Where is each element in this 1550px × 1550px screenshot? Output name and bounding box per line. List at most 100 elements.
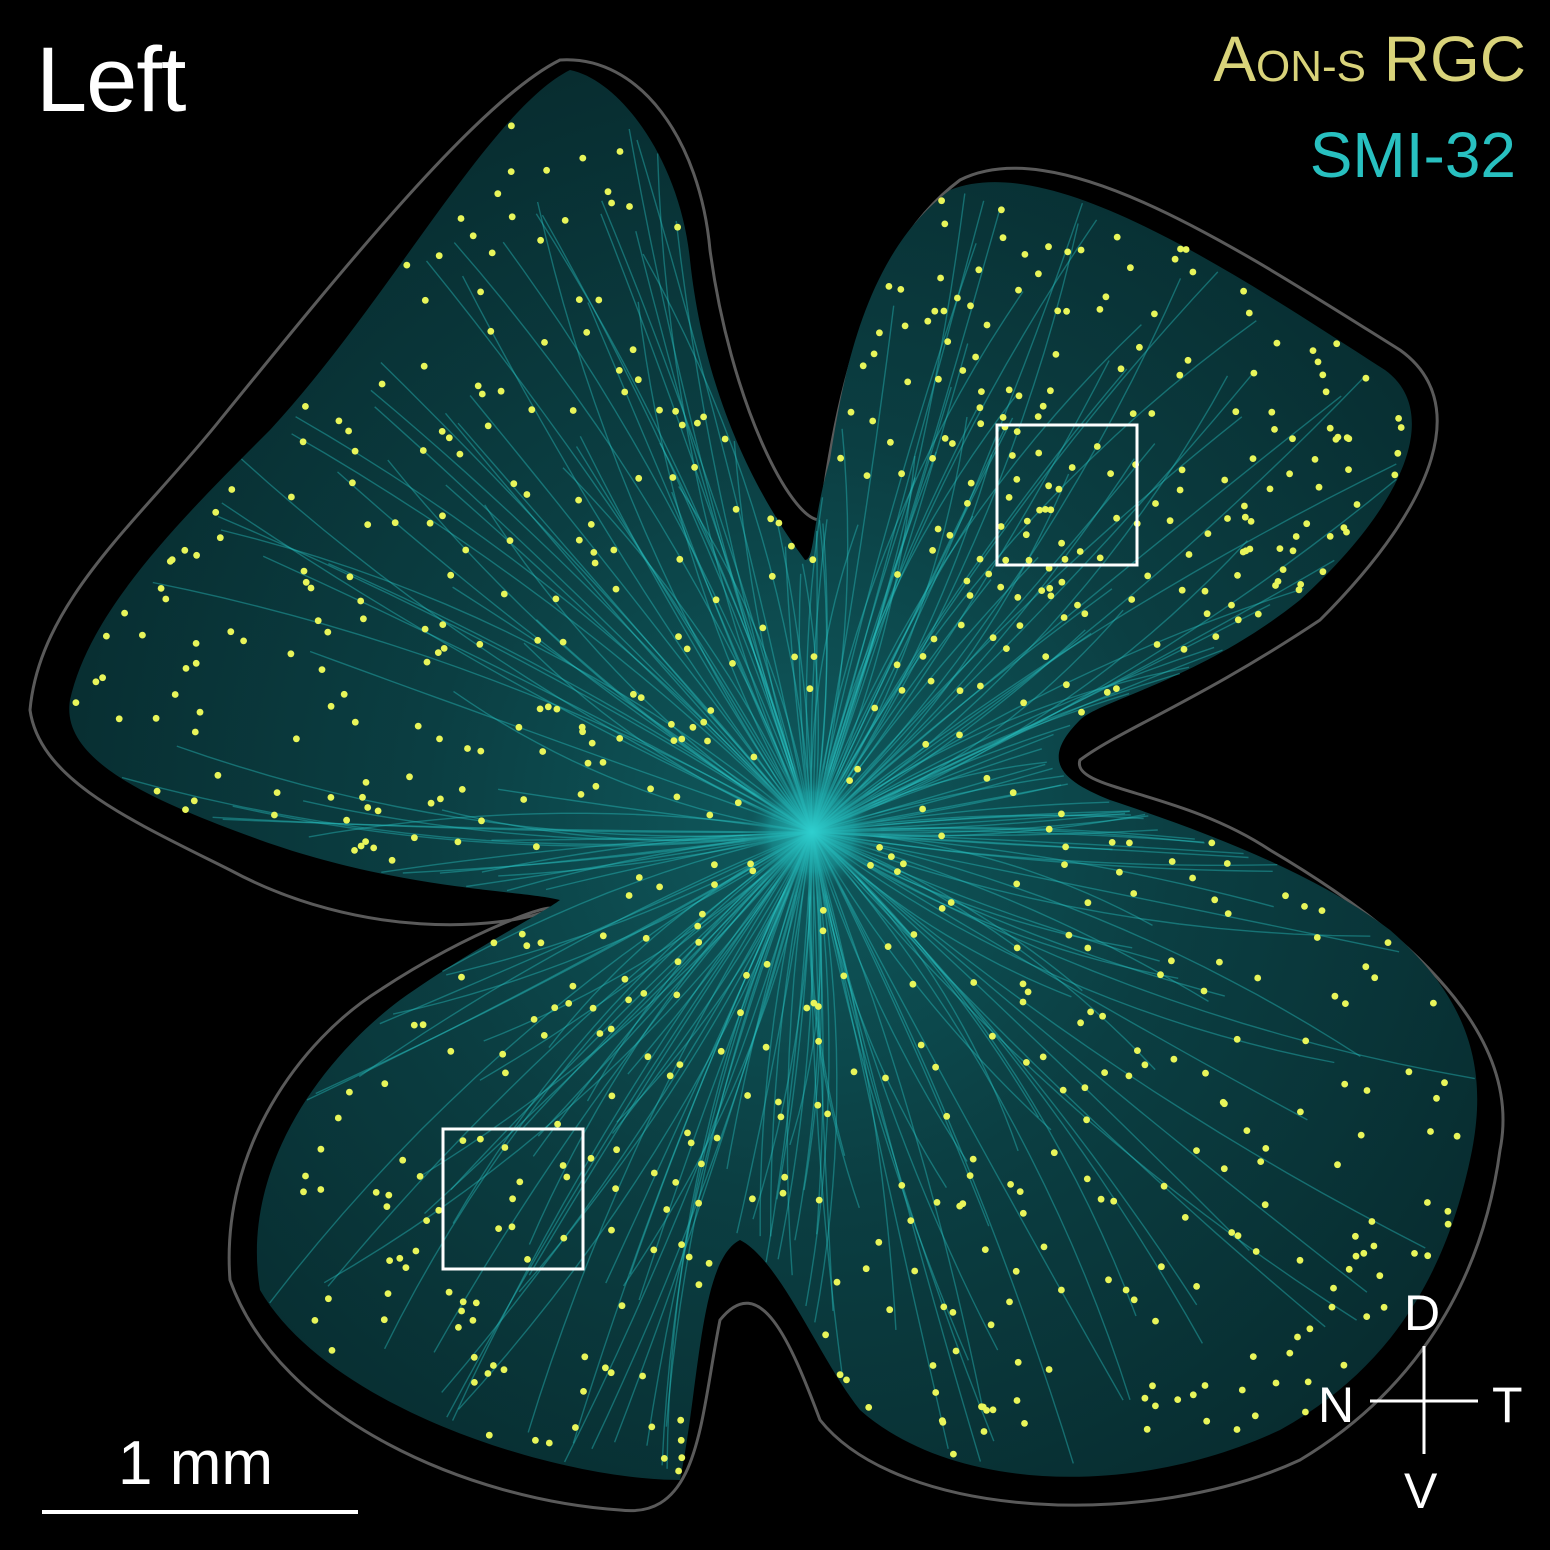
axon-bundle [811, 343, 969, 833]
rgc-cell [1342, 1000, 1349, 1007]
rgc-cell [192, 659, 200, 667]
rgc-cell [1129, 410, 1137, 417]
axon-bundle [811, 305, 895, 833]
rgc-cell [1141, 1394, 1149, 1402]
rgc-cell [749, 1195, 756, 1203]
rgc-cell [933, 1199, 941, 1206]
rgc-cell [947, 899, 955, 906]
axon-bundle [811, 207, 1002, 833]
rgc-cell [477, 288, 484, 296]
rgc-cell [364, 521, 372, 528]
rgc-cell [190, 797, 198, 805]
rgc-cell [454, 838, 462, 846]
rgc-cell [670, 737, 678, 744]
rgc-cell [1221, 476, 1229, 484]
axon-bundle [736, 831, 813, 1234]
axon-bundle [811, 375, 1229, 833]
rgc-cell [713, 1134, 721, 1142]
rgc-cell [343, 816, 350, 824]
rgc-cell [541, 339, 548, 346]
rgc-cell [579, 728, 586, 736]
rgc-cell [1328, 1303, 1336, 1311]
rgc-cell [506, 537, 514, 544]
rgc-cell [840, 972, 848, 980]
axon-bundle [811, 324, 1142, 833]
rgc-cell [1266, 485, 1274, 493]
axon-bundle [811, 320, 1257, 833]
rgc-cell [1178, 586, 1186, 594]
rgc-cell [1055, 485, 1063, 493]
rgc-cell [1134, 1047, 1141, 1054]
rgc-cell [998, 206, 1005, 214]
rgc-cell [1105, 1276, 1112, 1284]
rgc-cell [227, 628, 235, 636]
rgc-cell [1087, 1008, 1094, 1016]
rgc-cell [1311, 456, 1319, 463]
rgc-cell [1292, 533, 1300, 540]
axon-bundle [433, 831, 813, 1353]
rgc-cell [1340, 1361, 1348, 1369]
rgc-cell [929, 1362, 937, 1369]
axon-bundle [811, 200, 985, 833]
rgc-cell [1274, 578, 1282, 585]
rgc-cell [1240, 287, 1247, 295]
axon-bundle [535, 213, 813, 833]
rgc-cell [456, 450, 464, 458]
rgc-cell [819, 907, 827, 914]
axon-bundle [446, 831, 813, 1418]
rgc-cell [1015, 286, 1022, 294]
rgc-cell [1219, 1098, 1227, 1106]
axon-bundle [811, 831, 1326, 1328]
rgc-cell [1352, 1232, 1359, 1240]
rgc-cell [346, 1088, 353, 1096]
rgc-cell [862, 1265, 870, 1273]
axon-bundle [309, 650, 813, 833]
rgc-cell [863, 472, 871, 479]
rgc-cell [919, 653, 927, 660]
rgc-cell [1054, 307, 1062, 315]
rgc-cell [599, 759, 607, 766]
rgc-cell [152, 714, 160, 722]
rgc-cell [1391, 471, 1399, 479]
rgc-cell [1042, 653, 1050, 660]
rgc-cell [577, 791, 585, 798]
axon-bundle [212, 816, 813, 833]
rgc-cell [1081, 610, 1089, 618]
legend-rgc-prefix: A [1213, 23, 1256, 95]
rgc-cell [1319, 371, 1327, 379]
rgc-cell [1045, 243, 1052, 251]
rgc-cell [1009, 789, 1017, 797]
rgc-cell [411, 834, 418, 842]
rgc-cell [1019, 980, 1027, 988]
rgc-cell [421, 296, 429, 304]
rgc-cell-markers [72, 122, 1461, 1475]
axon-bundle [811, 831, 1156, 1071]
rgc-cell [732, 505, 740, 513]
rgc-cell [380, 1316, 388, 1324]
rgc-cell [440, 645, 448, 652]
rgc-cell [587, 521, 595, 528]
rgc-cell [553, 705, 561, 713]
axon-bundle [635, 231, 813, 833]
axon-bundle [811, 540, 1248, 833]
rgc-cell [1301, 903, 1308, 910]
rgc-cell [1411, 1250, 1418, 1257]
rgc-cell [1093, 443, 1101, 450]
rgc-cell [587, 1154, 595, 1162]
axon-bundle [811, 831, 897, 1330]
rgc-cell [886, 1306, 894, 1314]
rgc-cell [919, 805, 926, 813]
rgc-cell [909, 980, 917, 988]
rgc-cell [1363, 1313, 1371, 1320]
rgc-cell [1009, 452, 1016, 459]
rgc-cell [673, 793, 681, 801]
legend-rgc-suffix: RGC [1366, 23, 1526, 95]
rgc-cell [1005, 386, 1013, 394]
rgc-cell [1013, 476, 1021, 483]
axon-bundle [811, 478, 1397, 833]
rgc-cell [876, 844, 883, 851]
rgc-cell [1239, 548, 1247, 556]
rgc-cell [691, 463, 698, 471]
axon-bundle [262, 555, 813, 833]
rgc-cell [575, 296, 583, 303]
